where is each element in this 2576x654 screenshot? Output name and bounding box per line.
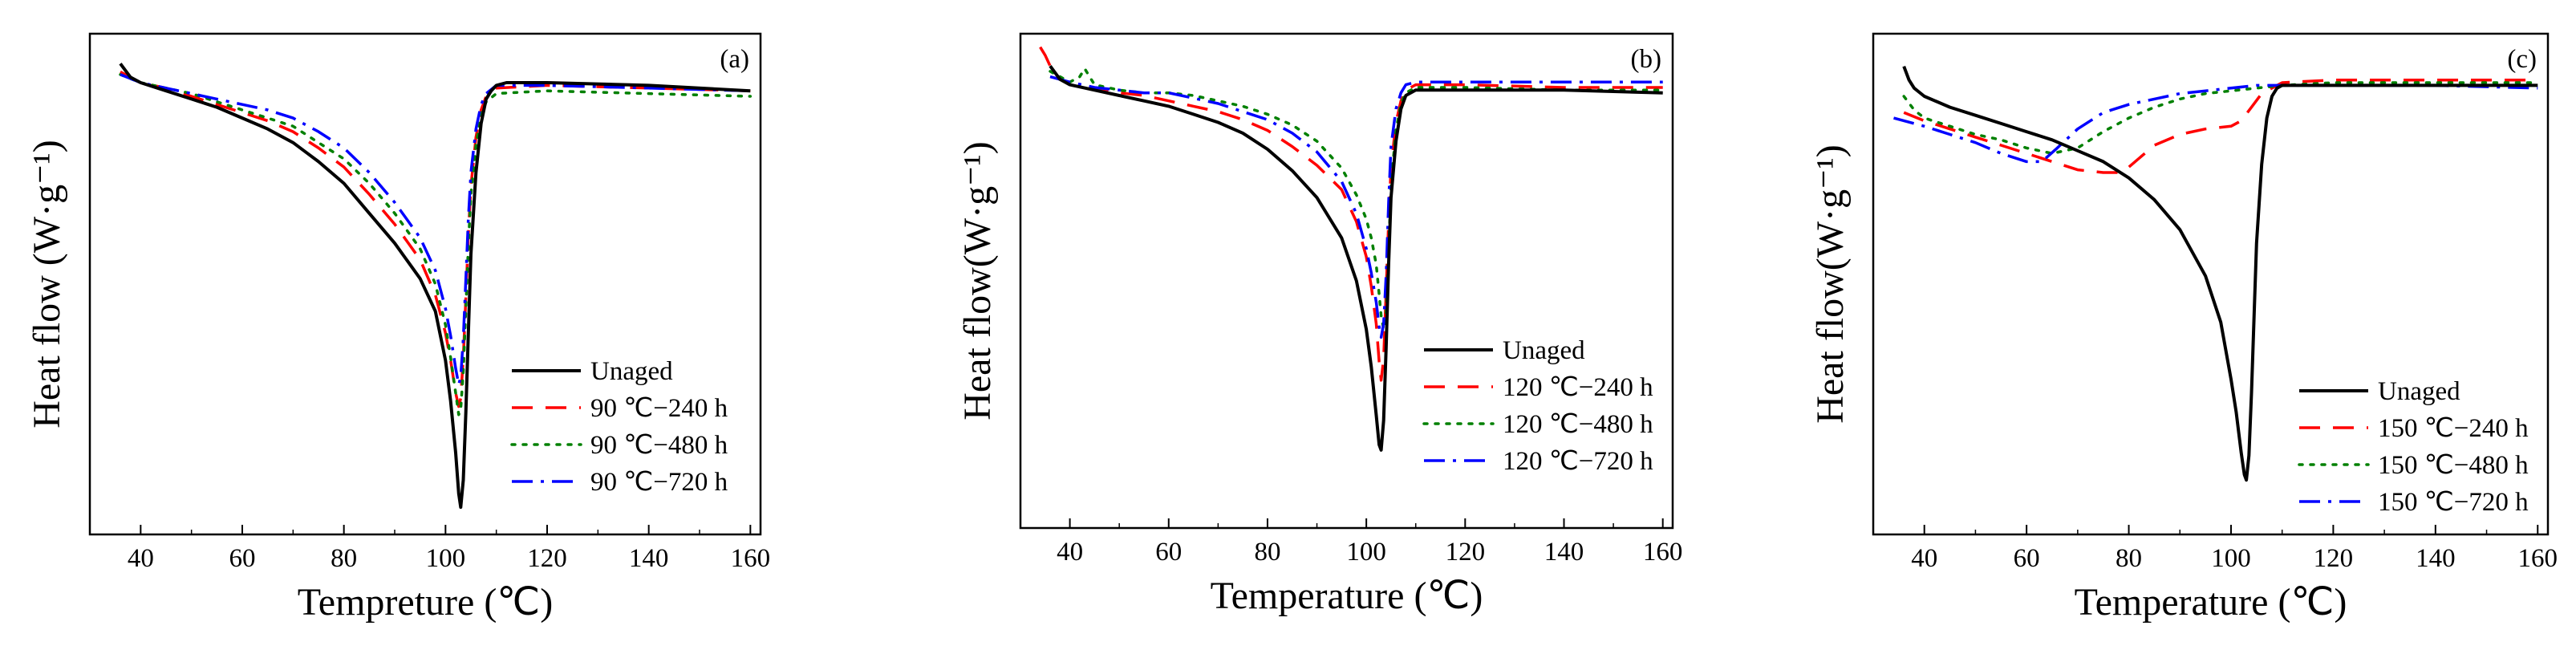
x-tick-label: 100	[2211, 544, 2251, 573]
x-tick-label: 80	[1254, 538, 1280, 567]
legend-label: 120 ℃−720 h	[1503, 447, 1653, 476]
x-tick-label: 160	[2518, 544, 2558, 573]
legend-label: Unaged	[590, 357, 673, 386]
x-tick-label: 160	[731, 544, 771, 573]
panel-2: 40 60 80 100 120 140 160 Temperature (℃) Heat fl…	[956, 32, 1683, 617]
series-line-3	[1893, 83, 2538, 164]
panel-3: 40 60 80 100 120 140 160 Temperature (℃) Heat fl…	[1809, 32, 2558, 624]
x-axis-label: Tempreture (℃)	[298, 581, 553, 624]
x-tick-label: 40	[1911, 544, 1937, 573]
plot-frame	[1872, 32, 2550, 536]
x-tick-label: 140	[1544, 538, 1584, 567]
panel-label: (b)	[1631, 45, 1661, 74]
series-line-3	[120, 73, 751, 387]
x-tick-label: 160	[1643, 538, 1683, 567]
x-tick-label: 60	[1155, 538, 1182, 567]
legend-label: Unaged	[2378, 377, 2460, 406]
series-line-2	[1049, 67, 1665, 331]
plot-frame	[88, 32, 762, 536]
legend-label: Unaged	[1503, 336, 1585, 365]
series-line-1	[1903, 78, 2538, 174]
legend-label: 120 ℃−480 h	[1503, 410, 1653, 439]
x-tick-label: 120	[2314, 544, 2354, 573]
x-tick-label: 80	[2116, 544, 2142, 573]
x-tick-label: 100	[1346, 538, 1386, 567]
legend-label: 90 ℃−480 h	[590, 431, 728, 460]
x-tick-label: 60	[229, 544, 256, 573]
series-line-0	[119, 63, 751, 510]
series-line-0	[1049, 65, 1663, 452]
x-axis-label: Temperature (℃)	[1211, 575, 1483, 617]
plot-frame	[1019, 32, 1674, 530]
x-axis-label: Temperature (℃)	[2075, 581, 2347, 624]
legend-label: 150 ℃−480 h	[2378, 451, 2529, 480]
panel-1: 40 60 80 100 120 140 160 Tempreture (℃) Heat flo…	[26, 32, 771, 624]
legend-label: 90 ℃−720 h	[590, 468, 728, 497]
x-tick-label: 140	[629, 544, 669, 573]
panel-label: (c)	[2507, 45, 2537, 74]
x-tick-label: 60	[2014, 544, 2040, 573]
legend-label: 120 ℃−240 h	[1503, 373, 1653, 402]
y-axis-label: Heat flow(W·g⁻¹)	[1809, 144, 1852, 424]
x-tick-label: 100	[426, 544, 466, 573]
legend-label: 150 ℃−240 h	[2378, 414, 2529, 443]
x-tick-label: 120	[1446, 538, 1486, 567]
x-tick-label: 120	[527, 544, 567, 573]
series-line-3	[1049, 75, 1663, 339]
panel-label: (a)	[720, 45, 749, 74]
y-axis-label: Heat flow(W·g⁻¹)	[956, 141, 999, 420]
legend-label: 90 ℃−240 h	[590, 394, 728, 423]
x-tick-label: 40	[128, 544, 154, 573]
series-line-2	[1902, 81, 2540, 155]
x-tick-label: 40	[1057, 538, 1083, 567]
x-tick-label: 140	[2416, 544, 2456, 573]
y-axis-label: Heat flow (W·g⁻¹)	[26, 140, 68, 429]
legend-label: 150 ℃−720 h	[2378, 488, 2529, 517]
x-tick-label: 80	[331, 544, 357, 573]
series-line-0	[1902, 65, 2538, 482]
